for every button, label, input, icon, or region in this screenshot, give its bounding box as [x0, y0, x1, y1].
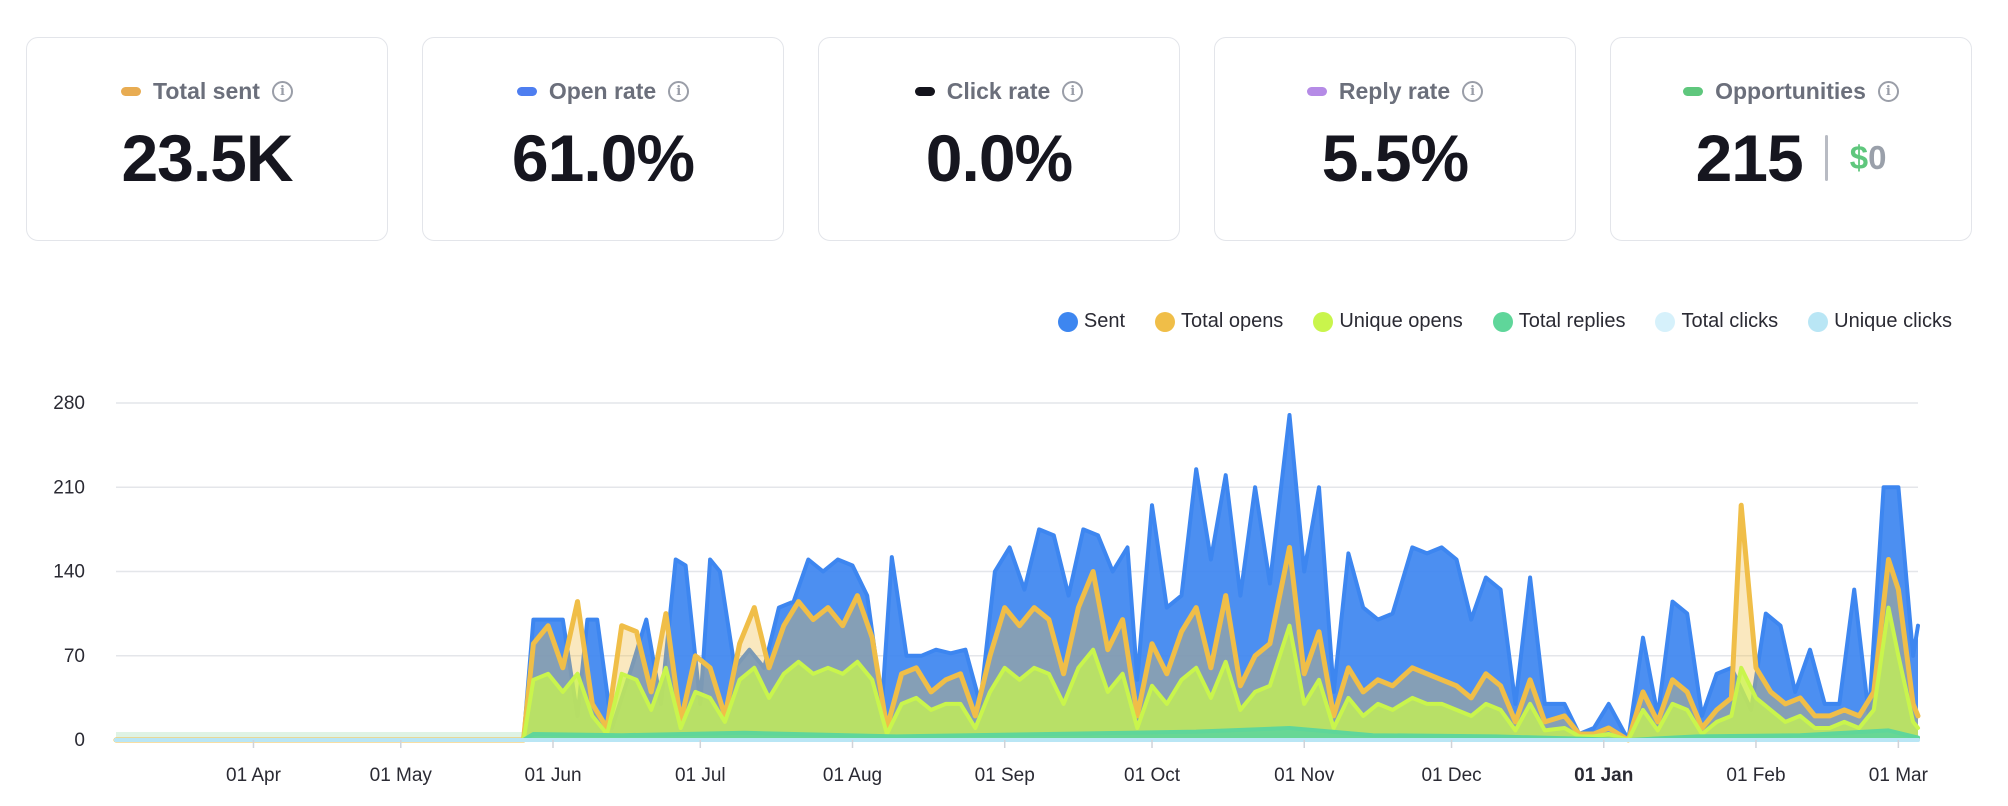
info-icon[interactable]: i	[1062, 81, 1084, 102]
legend-label: Total clicks	[1681, 310, 1779, 332]
y-axis-ticks: 0 70 140 210 280	[53, 393, 85, 751]
opportunities-amount: $0	[1850, 139, 1887, 177]
series-dash-icon	[516, 87, 537, 96]
click-rate-card: Click rate i 0.0%	[818, 37, 1180, 241]
legend-dot-icon	[1313, 311, 1334, 332]
series-line-total-replies	[114, 726, 1920, 742]
series-dash-icon	[1683, 87, 1704, 96]
opportunities-values: 215 $0	[1611, 120, 1971, 196]
x-tick-label: 01 May	[370, 765, 433, 786]
legend-item-total-replies[interactable]: Total replies	[1492, 310, 1626, 333]
chart-legend: Sent Total opens Unique opens Total repl…	[1057, 310, 1952, 333]
x-tick-label: 01 Jan	[1574, 765, 1633, 786]
open-rate-value: 61.0%	[511, 121, 695, 195]
series-dash-icon	[1306, 87, 1327, 96]
x-tick-label: 01 Dec	[1421, 765, 1481, 786]
legend-item-unique-opens[interactable]: Unique opens	[1313, 310, 1463, 333]
stats-cards: Total sent i 23.5K Open rate i 61.0% Cli…	[26, 37, 1972, 241]
x-tick-label: 01 Apr	[226, 765, 282, 786]
info-icon[interactable]: i	[668, 81, 690, 102]
x-tick-label: 01 Oct	[1124, 765, 1181, 786]
card-label: Click rate	[946, 78, 1051, 104]
card-label: Open rate	[548, 78, 657, 104]
open-rate-card: Open rate i 61.0%	[422, 37, 784, 241]
legend-dot-icon	[1155, 311, 1176, 332]
legend-item-total-opens[interactable]: Total opens	[1155, 310, 1283, 333]
x-tick-label: 01 Mar	[1869, 765, 1929, 786]
legend-item-sent[interactable]: Sent	[1057, 310, 1126, 333]
series-area-unique-opens	[116, 607, 1918, 740]
card-label: Reply rate	[1338, 78, 1451, 104]
y-tick-label: 280	[53, 393, 85, 414]
y-tick-label: 0	[74, 730, 85, 751]
card-header: Reply rate i	[1215, 78, 1575, 105]
legend-item-unique-clicks[interactable]: Unique clicks	[1808, 310, 1952, 333]
opportunities-count: 215	[1695, 121, 1804, 195]
click-rate-value: 0.0%	[925, 121, 1073, 195]
series-line-total-opens	[113, 502, 1921, 743]
legend-label: Total opens	[1181, 310, 1284, 332]
info-icon[interactable]: i	[1462, 81, 1484, 102]
reply-rate-card: Reply rate i 5.5%	[1214, 37, 1576, 241]
y-tick-label: 140	[53, 562, 85, 583]
card-label: Opportunities	[1715, 78, 1866, 104]
info-icon[interactable]: i	[271, 81, 293, 102]
x-tick-label: 01 Aug	[823, 765, 882, 786]
legend-dot-icon	[1492, 311, 1513, 332]
legend-label: Unique opens	[1339, 310, 1463, 332]
series-areas	[113, 413, 1921, 743]
x-axis-ticks: 01 Apr 01 May 01 Jun 01 Jul 01 Aug 01 Sep 01 O…	[226, 740, 1929, 786]
x-tick-label: 01 Jul	[675, 765, 726, 786]
y-tick-label: 70	[64, 646, 85, 667]
x-tick-label: 01 Feb	[1726, 765, 1785, 786]
card-label: Total sent	[153, 78, 260, 104]
divider	[1824, 135, 1828, 181]
series-dash-icon	[914, 87, 935, 96]
series-line-unique-opens	[114, 605, 1920, 742]
currency-symbol: $	[1849, 139, 1869, 176]
legend-label: Unique clicks	[1834, 310, 1952, 332]
amount-value: 0	[1868, 139, 1887, 176]
x-tick-label: 01 Sep	[975, 765, 1035, 786]
legend-label: Total replies	[1518, 310, 1626, 332]
legend-label: Sent	[1083, 310, 1126, 332]
reply-rate-value: 5.5%	[1321, 121, 1469, 195]
legend-dot-icon	[1808, 311, 1829, 332]
legend-dot-icon	[1057, 311, 1078, 332]
series-dash-icon	[121, 87, 142, 96]
y-tick-label: 210	[53, 477, 85, 498]
x-tick-label: 01 Nov	[1274, 765, 1335, 786]
card-header: Opportunities i	[1611, 78, 1971, 105]
card-header: Click rate i	[819, 78, 1179, 105]
card-header: Total sent i	[27, 78, 387, 105]
legend-item-total-clicks[interactable]: Total clicks	[1655, 310, 1778, 333]
x-tick-label: 01 Jun	[524, 765, 581, 786]
opportunities-card: Opportunities i 215 $0	[1610, 37, 1972, 241]
legend-dot-icon	[1655, 311, 1676, 332]
total-sent-value: 23.5K	[121, 121, 293, 195]
total-sent-card: Total sent i 23.5K	[26, 37, 388, 241]
card-header: Open rate i	[423, 78, 783, 105]
info-icon[interactable]: i	[1877, 81, 1899, 102]
